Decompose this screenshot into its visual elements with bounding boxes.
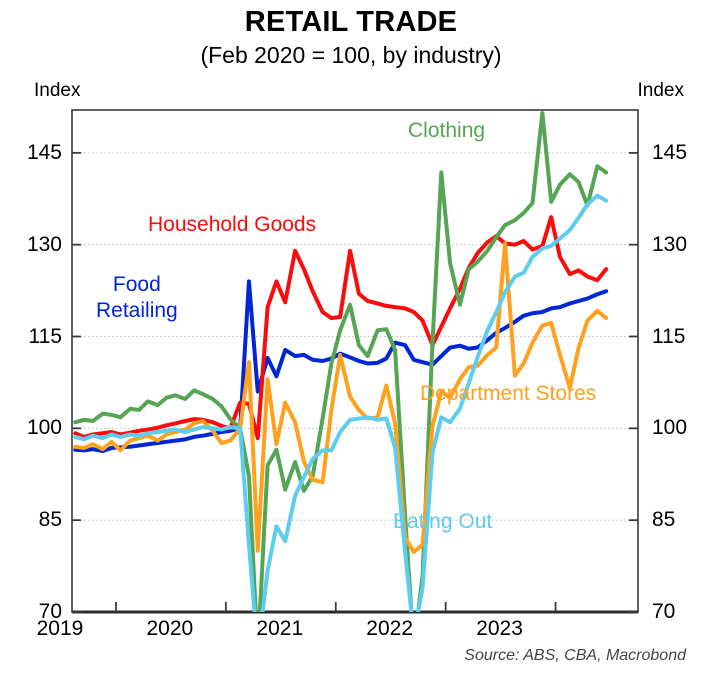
y-tick-label-right-100: 100 bbox=[652, 416, 688, 440]
y-tick-label-left-130: 130 bbox=[26, 232, 62, 256]
series-label-eating-out: Eating Out bbox=[393, 509, 492, 535]
y-tick-label-right-145: 145 bbox=[652, 140, 688, 164]
x-tick-label-2020: 2020 bbox=[146, 617, 194, 640]
source-note: Source: ABS, CBA, Macrobond bbox=[464, 647, 686, 664]
x-tick-label-2019: 2019 bbox=[36, 617, 84, 640]
y-tick-label-right-70: 70 bbox=[652, 600, 676, 623]
series-label-food-retailing: Food Retailing bbox=[96, 272, 178, 323]
series-label-line: Eating Out bbox=[393, 510, 493, 533]
series-label-line: Clothing bbox=[408, 119, 486, 142]
y-tick-label-left-85: 85 bbox=[38, 508, 62, 532]
series-label-clothing: Clothing bbox=[408, 118, 485, 144]
y-tick-label-right-85: 85 bbox=[652, 508, 676, 532]
series-label-line: Department Stores bbox=[420, 382, 597, 405]
series-label-line: Retailing bbox=[96, 298, 178, 322]
y-tick-label-right-130: 130 bbox=[652, 232, 688, 256]
series-label-household-goods: Household Goods bbox=[148, 212, 316, 238]
y-tick-label-left-115: 115 bbox=[28, 324, 62, 348]
series-label-line: Household Goods bbox=[148, 213, 317, 236]
x-tick-label-2022: 2022 bbox=[366, 617, 414, 640]
y-tick-label-left-70: 70 bbox=[38, 600, 62, 623]
y-tick-label-right-115: 115 bbox=[652, 324, 686, 348]
series-label-department-stores: Department Stores bbox=[420, 381, 596, 407]
series-label-line: Food bbox=[112, 273, 161, 296]
chart-subtitle: (Feb 2020 = 100, by industry) bbox=[200, 42, 502, 68]
y-axis-unit-left: Index bbox=[34, 80, 81, 101]
y-tick-label-left-100: 100 bbox=[26, 416, 62, 440]
x-tick-label-2023: 2023 bbox=[476, 617, 523, 640]
y-axis-unit-right: Index bbox=[637, 80, 684, 101]
x-tick-label-2021: 2021 bbox=[256, 617, 304, 640]
y-tick-label-left-145: 145 bbox=[26, 140, 62, 164]
page-title: RETAIL TRADE bbox=[244, 6, 458, 38]
